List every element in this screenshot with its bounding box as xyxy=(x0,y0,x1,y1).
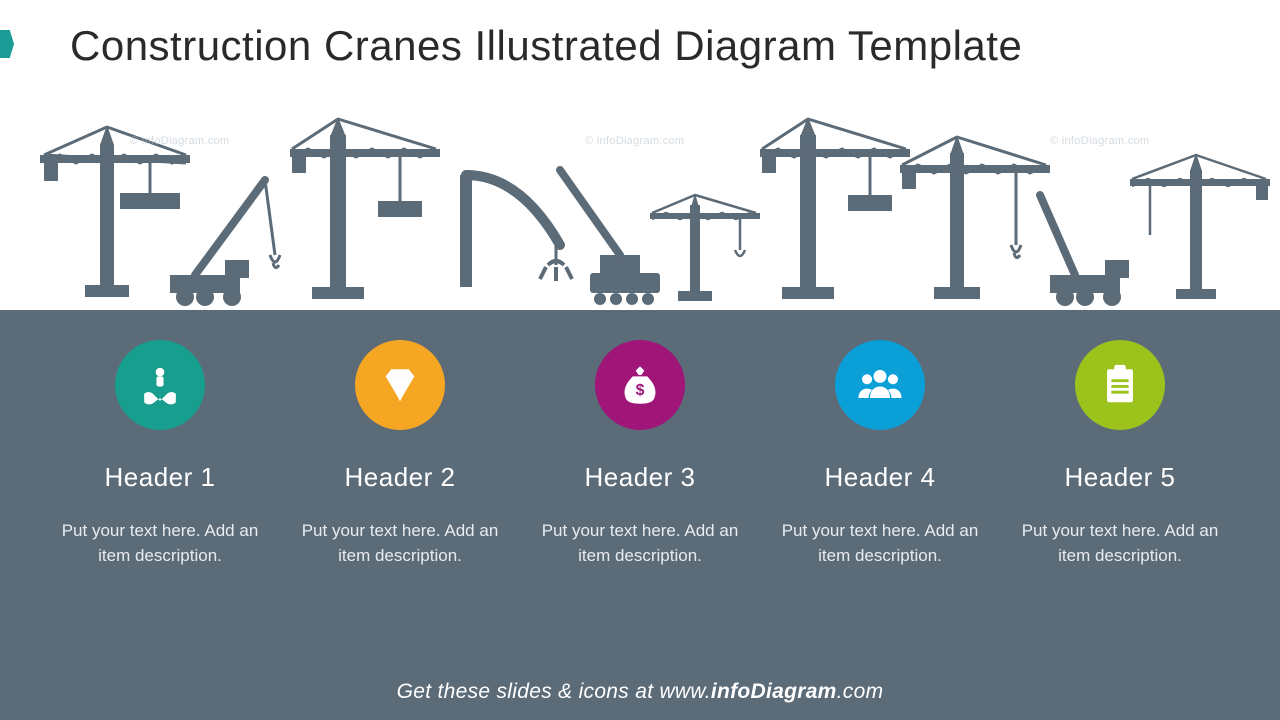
column-4-desc: Put your text here. Add an item descript… xyxy=(775,519,985,568)
footer-bold: infoDiagram xyxy=(711,680,837,703)
footer-attribution: Get these slides & icons at www.infoDiag… xyxy=(0,680,1280,704)
column-1-header: Header 1 xyxy=(55,462,265,493)
column-5: Header 5 Put your text here. Add an item… xyxy=(1015,340,1225,720)
footer-suffix: .com xyxy=(837,680,884,703)
money-bag-icon: $ xyxy=(595,340,685,430)
users-icon xyxy=(835,340,925,430)
column-3-header: Header 3 xyxy=(535,462,745,493)
clipboard-icon xyxy=(1075,340,1165,430)
svg-text:$: $ xyxy=(636,382,645,399)
column-3: $ Header 3 Put your text here. Add an it… xyxy=(535,340,745,720)
content-panel: Header 1 Put your text here. Add an item… xyxy=(0,310,1280,720)
accent-tab xyxy=(0,30,14,58)
column-2-desc: Put your text here. Add an item descript… xyxy=(295,519,505,568)
column-4: Header 4 Put your text here. Add an item… xyxy=(775,340,985,720)
column-3-desc: Put your text here. Add an item descript… xyxy=(535,519,745,568)
watermark-3: © infoDiagram.com xyxy=(1050,135,1149,147)
page-title: Construction Cranes Illustrated Diagram … xyxy=(70,22,1022,70)
column-1-desc: Put your text here. Add an item descript… xyxy=(55,519,265,568)
hands-person-icon xyxy=(115,340,205,430)
diamond-icon xyxy=(355,340,445,430)
column-2: Header 2 Put your text here. Add an item… xyxy=(295,340,505,720)
column-5-desc: Put your text here. Add an item descript… xyxy=(1015,519,1225,568)
footer-prefix: Get these slides & icons at www. xyxy=(397,680,711,703)
column-5-header: Header 5 xyxy=(1015,462,1225,493)
column-2-header: Header 2 xyxy=(295,462,505,493)
watermark-1: © infoDiagram.com xyxy=(130,135,229,147)
column-1: Header 1 Put your text here. Add an item… xyxy=(55,340,265,720)
watermark-2: © infoDiagram.com xyxy=(585,135,684,147)
column-4-header: Header 4 xyxy=(775,462,985,493)
